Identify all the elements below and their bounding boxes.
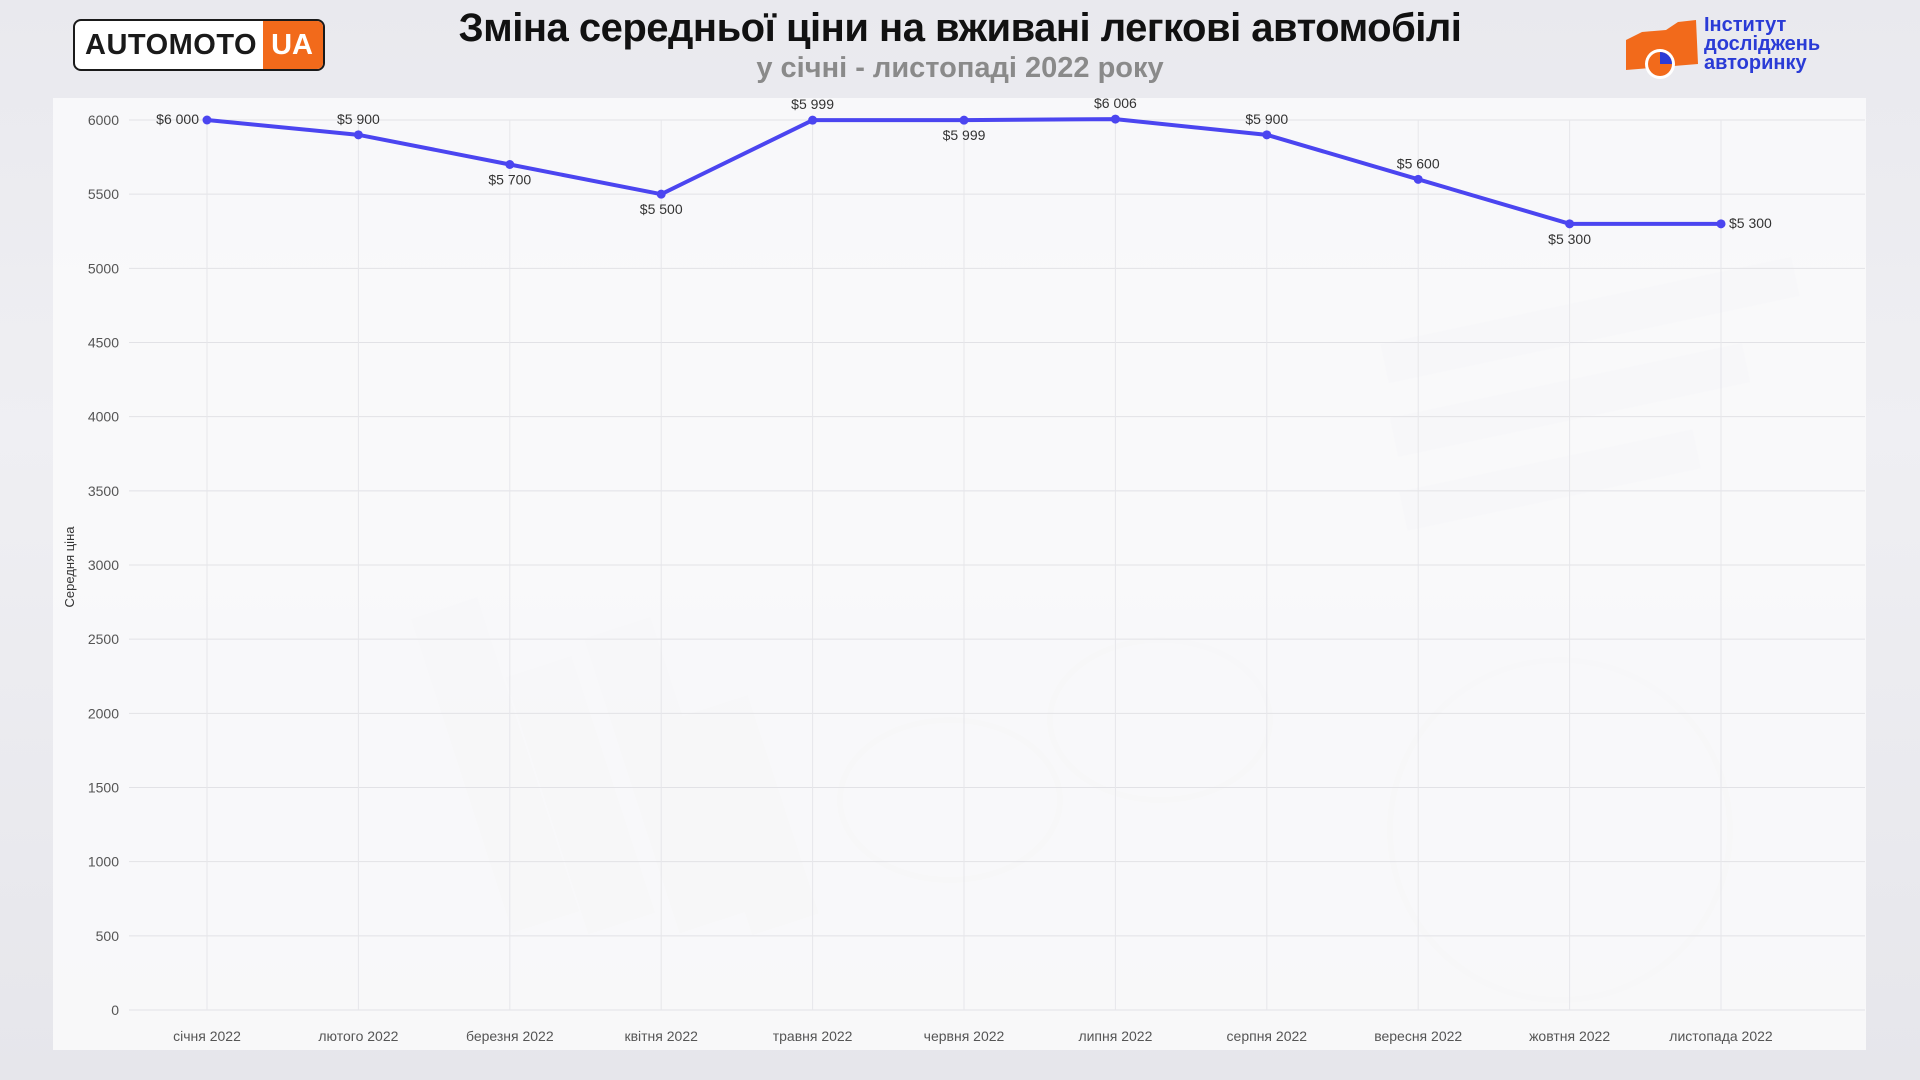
- data-label: $6 006: [1094, 98, 1137, 111]
- data-label: $5 500: [640, 201, 683, 217]
- y-tick-label: 2000: [88, 705, 119, 721]
- chart-subtitle: у січні - листопаді 2022 року: [756, 52, 1164, 84]
- data-label: $5 700: [488, 172, 531, 188]
- data-point[interactable]: [1413, 174, 1423, 184]
- data-label: $5 300: [1548, 231, 1591, 247]
- y-tick-label: 500: [96, 928, 120, 944]
- axes: 0 500 1000 1500 2000 2500 3000 3500 4000 4500 5000…: [62, 112, 1773, 1044]
- x-tick-label: жовтня 2022: [1529, 1028, 1610, 1044]
- y-axis-label: Середня ціна: [62, 526, 77, 608]
- institute-line-3: авторинку: [1704, 52, 1807, 74]
- institute-line-2: досліджень: [1704, 33, 1821, 55]
- data-label: $5 600: [1397, 155, 1440, 171]
- data-label: $6 000: [156, 111, 199, 127]
- y-tick-label: 1500: [88, 780, 119, 796]
- data-point[interactable]: [1716, 219, 1726, 229]
- data-labels: $6 000 $5 900 $5 700 $5 500 $5 999 $5 999 $6 0…: [156, 98, 1772, 247]
- data-point[interactable]: [656, 189, 666, 199]
- grid: [129, 119, 1865, 1011]
- institute-line-1: Інститут: [1704, 14, 1787, 36]
- data-point[interactable]: [202, 115, 212, 125]
- chart-panel: 0 500 1000 1500 2000 2500 3000 3500 4000 4500 5000…: [53, 98, 1866, 1050]
- data-point[interactable]: [1565, 219, 1575, 229]
- institute-logo[interactable]: Інститут досліджень авторинку: [1622, 14, 1892, 84]
- institute-car-icon: [1626, 20, 1698, 79]
- data-label: $5 900: [337, 111, 380, 127]
- institute-name: Інститут досліджень авторинку: [1704, 14, 1821, 74]
- y-tick-label: 0: [111, 1002, 119, 1018]
- logo-text: AUTOMOTO: [85, 29, 258, 61]
- x-tick-label: липня 2022: [1078, 1028, 1152, 1044]
- data-point[interactable]: [1262, 130, 1272, 140]
- data-label: $5 999: [791, 98, 834, 112]
- x-tick-label: вересня 2022: [1374, 1028, 1462, 1044]
- automoto-logo[interactable]: AUTOMOTO UA: [73, 19, 325, 71]
- chart-title: Зміна середньої ціни на вживані легкові …: [458, 6, 1462, 50]
- y-tick-label: 5000: [88, 260, 119, 276]
- x-tick-label: лютого 2022: [318, 1028, 398, 1044]
- series-layer: [202, 114, 1726, 229]
- y-tick-label: 6000: [88, 112, 119, 128]
- y-tick-label: 3500: [88, 483, 119, 499]
- x-tick-label: квітня 2022: [624, 1028, 698, 1044]
- data-point[interactable]: [353, 130, 363, 140]
- x-tick-label: травня 2022: [773, 1028, 853, 1044]
- x-tick-label: березня 2022: [466, 1028, 554, 1044]
- data-label: $5 300: [1729, 215, 1772, 231]
- data-point[interactable]: [1110, 114, 1120, 124]
- x-tick-label: серпня 2022: [1227, 1028, 1308, 1044]
- y-tick-label: 1000: [88, 854, 119, 870]
- data-point[interactable]: [959, 115, 969, 125]
- x-tick-label: червня 2022: [924, 1028, 1005, 1044]
- logo-accent-text: UA: [263, 21, 323, 69]
- data-point[interactable]: [808, 115, 818, 125]
- data-label: $5 900: [1245, 111, 1288, 127]
- y-tick-label: 4000: [88, 409, 119, 425]
- data-point[interactable]: [505, 160, 515, 169]
- data-label: $5 999: [943, 127, 986, 143]
- x-tick-label: листопада 2022: [1669, 1028, 1773, 1044]
- y-tick-label: 5500: [88, 186, 119, 202]
- x-tick-label: січня 2022: [173, 1028, 241, 1044]
- y-tick-label: 4500: [88, 335, 119, 351]
- y-tick-label: 2500: [88, 631, 119, 647]
- y-tick-label: 3000: [88, 557, 119, 573]
- line-chart: 0 500 1000 1500 2000 2500 3000 3500 4000 4500 5000…: [62, 98, 1865, 1044]
